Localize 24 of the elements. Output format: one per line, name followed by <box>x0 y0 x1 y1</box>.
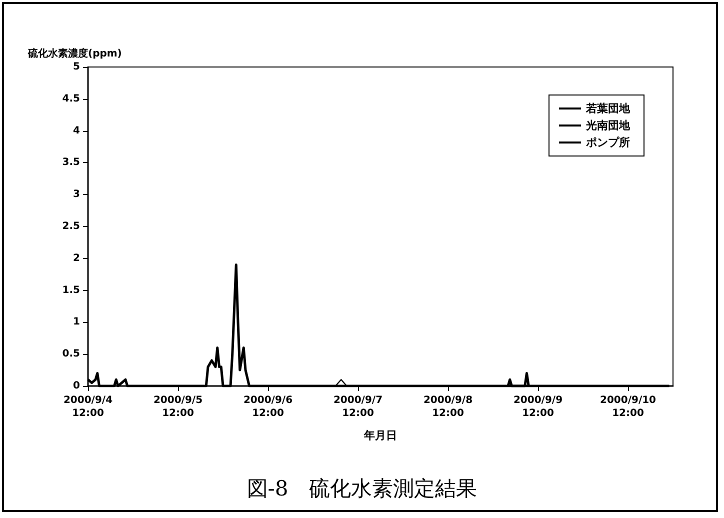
y-tick-label: 5 <box>73 62 80 72</box>
x-tick-label: 2000/9/10 12:00 <box>600 395 656 419</box>
x-tick-label: 2000/9/9 12:00 <box>513 395 563 419</box>
y-tick-label: 3.5 <box>62 157 80 168</box>
y-axis-title: 硫化水素濃度(ppm) <box>27 48 122 60</box>
y-tick-label: 4 <box>73 125 80 136</box>
x-axis-title: 年月日 <box>363 429 397 442</box>
legend-label: 光南団地 <box>585 119 631 132</box>
y-tick-label: 2.5 <box>62 221 80 232</box>
y-tick-label: 1 <box>73 316 80 328</box>
y-tick-label: 1.5 <box>62 284 80 296</box>
x-tick-label: 2000/9/8 12:00 <box>423 395 473 419</box>
legend-label: 若葉団地 <box>585 102 631 115</box>
legend-label: ポンプ所 <box>585 136 630 149</box>
y-tick-label: 2 <box>73 252 80 264</box>
text: 図-8 硫化水素測定結果 <box>246 476 478 500</box>
y-tick-label: 0 <box>73 380 80 392</box>
y-tick-label: 4.5 <box>62 93 80 104</box>
y-tick-label: 3 <box>73 189 80 200</box>
y-tick-label: 0.5 <box>62 348 80 360</box>
x-tick-label: 2000/9/4 12:00 <box>63 395 113 419</box>
x-tick-label: 2000/9/5 12:00 <box>153 395 203 419</box>
x-tick-label: 2000/9/6 12:00 <box>243 395 293 419</box>
x-tick-label: 2000/9/7 12:00 <box>333 395 383 419</box>
